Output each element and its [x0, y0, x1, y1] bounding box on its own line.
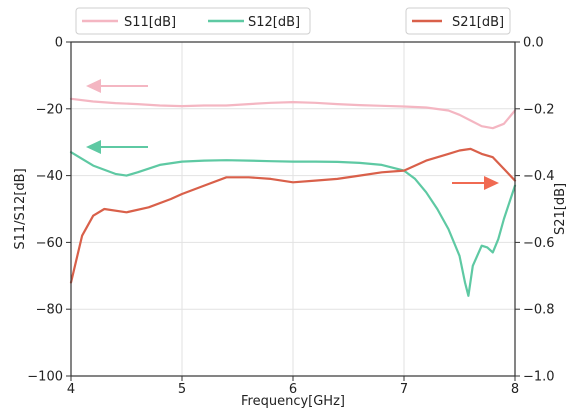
right-tick-label: −0.8 — [523, 303, 555, 318]
x-axis-ticks: 4 5 6 7 8 — [67, 376, 519, 397]
right-arrow-icon — [452, 176, 499, 190]
legend-label-s21: S21[dB] — [452, 15, 504, 30]
left-tick-label: −60 — [36, 236, 63, 251]
left-axis-ticks: 0 −20 −40 −60 −80 −100 — [27, 36, 71, 385]
x-tick-label: 6 — [289, 382, 297, 397]
series-layer — [69, 97, 517, 297]
right-axis-ticks: 0.0 −0.2 −0.4 −0.6 −0.8 −1.0 — [515, 36, 555, 385]
left-tick-label: −80 — [36, 303, 63, 318]
left-tick-label: −100 — [27, 370, 63, 385]
left-arrow-icon — [86, 79, 148, 93]
x-tick-label: 5 — [178, 382, 186, 397]
legend-label-s11: S11[dB] — [124, 15, 176, 30]
right-tick-label: −1.0 — [523, 370, 555, 385]
legend: S11[dB] S12[dB] S21[dB] — [75, 7, 511, 35]
legend-box-right — [405, 7, 511, 35]
right-tick-label: −0.2 — [523, 102, 555, 117]
axis-arrows — [86, 79, 499, 190]
left-tick-label: −20 — [36, 102, 63, 117]
legend-box-left — [75, 7, 311, 35]
left-tick-label: −40 — [36, 169, 63, 184]
x-tick-label: 8 — [511, 382, 519, 397]
x-tick-label: 4 — [67, 382, 75, 397]
series-line-s21 — [69, 147, 517, 284]
x-axis-label: Frequency[GHz] — [241, 394, 345, 409]
x-tick-label: 7 — [400, 382, 408, 397]
right-tick-label: 0.0 — [523, 36, 544, 51]
left-axis-label: S11/S12[dB] — [13, 168, 28, 249]
legend-label-s12: S12[dB] — [248, 15, 300, 30]
series-line-s11 — [69, 97, 517, 130]
left-tick-label: 0 — [55, 36, 63, 51]
right-axis-label: S21[dB] — [553, 183, 568, 235]
series-line-s12 — [69, 151, 517, 297]
right-tick-label: −0.4 — [523, 169, 555, 184]
left-arrow-icon — [86, 140, 148, 154]
right-tick-label: −0.6 — [523, 236, 555, 251]
